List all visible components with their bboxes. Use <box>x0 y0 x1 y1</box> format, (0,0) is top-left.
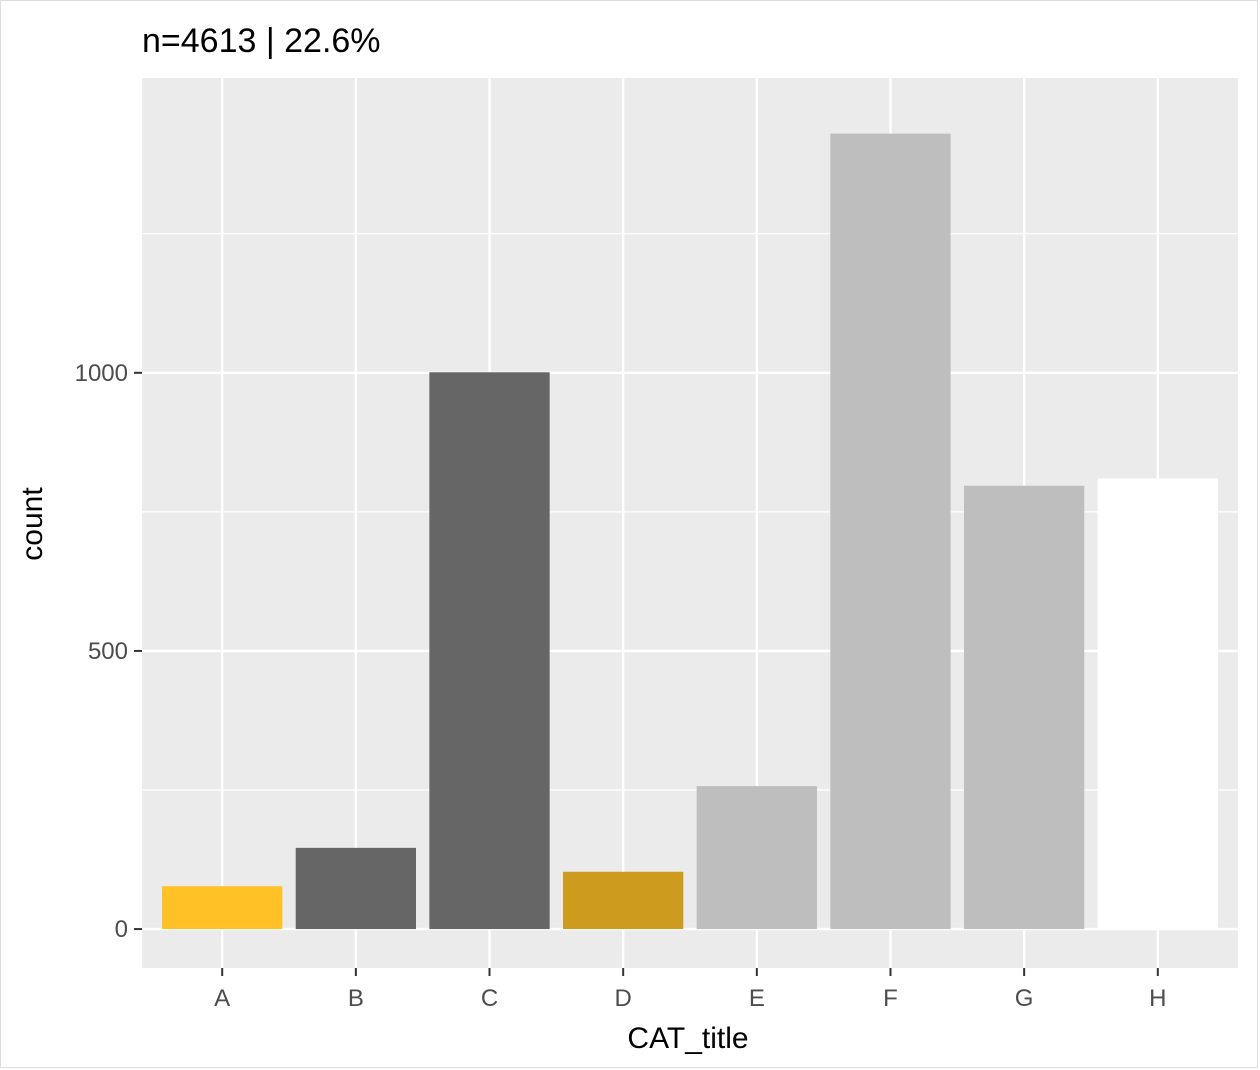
x-tick-label: H <box>1149 985 1166 1012</box>
bar-e <box>696 786 817 930</box>
x-tick-label: C <box>481 985 498 1012</box>
bar-g <box>964 485 1085 930</box>
bar-c <box>429 372 550 930</box>
bar-h <box>1097 478 1218 930</box>
chart-title: n=4613 | 22.6% <box>142 22 381 60</box>
y-tick-label: 1000 <box>75 360 128 387</box>
bar-d <box>563 871 684 930</box>
bars <box>162 133 1218 930</box>
x-tick-label: B <box>348 985 364 1012</box>
x-tick-label: A <box>214 985 230 1012</box>
bar-f <box>830 133 951 930</box>
bar-b <box>295 847 416 930</box>
x-tick-label: F <box>883 985 898 1012</box>
x-tick-label: D <box>614 985 631 1012</box>
y-axis-title: count <box>16 487 49 561</box>
x-tick-label: E <box>749 985 765 1012</box>
x-axis-title: CAT_title <box>627 1022 748 1055</box>
x-axis: A B C D E F G H <box>214 968 1166 1012</box>
y-tick-label: 500 <box>88 638 128 665</box>
bar-a <box>162 886 283 930</box>
x-tick-label: G <box>1015 985 1034 1012</box>
y-tick-label: 0 <box>115 916 128 943</box>
y-axis: 0 500 1000 <box>75 360 142 943</box>
